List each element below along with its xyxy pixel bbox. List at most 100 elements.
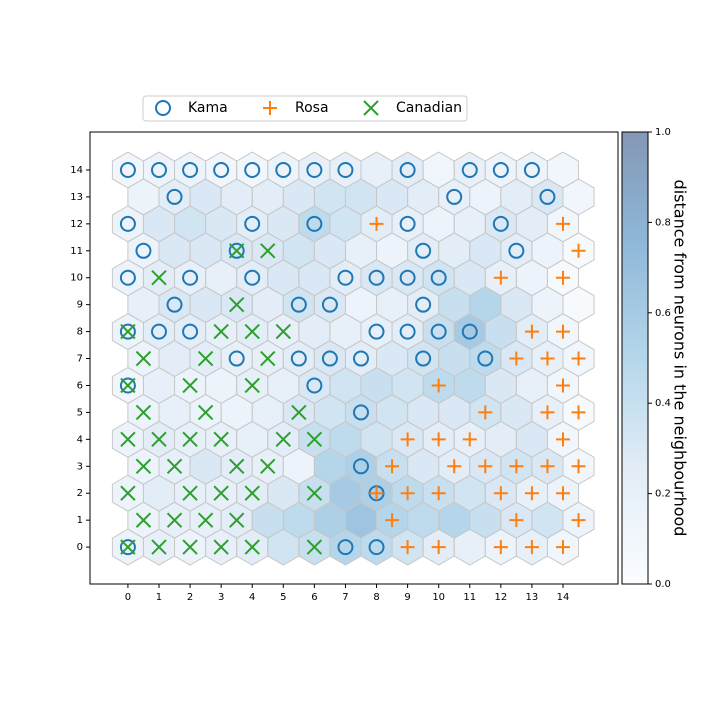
data-point (493, 270, 508, 285)
data-point (493, 540, 508, 555)
data-point (119, 377, 136, 394)
data-point (228, 458, 245, 474)
data-point (555, 378, 570, 393)
data-point (571, 243, 586, 258)
y-tick-label: 7 (77, 354, 83, 365)
colorbar (621, 131, 649, 585)
data-point (431, 486, 446, 501)
x-tick-label: 6 (311, 592, 317, 603)
data-point (119, 269, 136, 286)
x-tick-label: 8 (373, 592, 379, 603)
y-tick-label: 12 (70, 219, 83, 230)
colorbar-label: distance from neurons in the neighbourho… (671, 180, 690, 537)
data-point (260, 350, 276, 367)
y-tick-label: 1 (77, 515, 83, 526)
data-point (228, 512, 245, 528)
legend-label: Canadian (396, 100, 462, 116)
data-point (213, 323, 229, 340)
y-tick-label: 9 (77, 300, 83, 311)
data-point (399, 323, 416, 340)
data-point (509, 459, 524, 474)
x-tick-label: 12 (494, 592, 507, 603)
data-point (228, 350, 245, 367)
data-point (275, 323, 292, 340)
y-tick-label: 3 (77, 461, 83, 472)
y-tick-label: 6 (77, 380, 83, 391)
data-point (400, 486, 415, 501)
data-point (369, 216, 384, 231)
data-point (399, 269, 416, 286)
data-point (166, 458, 183, 474)
data-point (119, 539, 136, 556)
data-point (182, 269, 199, 286)
colorbar-tick-label: 0.6 (655, 308, 671, 319)
data-point (135, 242, 152, 259)
data-point (135, 350, 152, 367)
data-point (477, 350, 494, 367)
data-point (306, 161, 323, 178)
data-point (244, 377, 260, 394)
data-point (197, 404, 214, 421)
data-point (352, 404, 369, 421)
data-point (400, 540, 415, 555)
data-point (260, 243, 276, 259)
x-tick-label: 9 (404, 592, 410, 603)
data-point (430, 269, 447, 286)
data-point (539, 188, 556, 205)
data-point (571, 459, 586, 474)
data-point (244, 161, 261, 178)
x-tick-label: 11 (463, 592, 476, 603)
data-point (368, 269, 385, 286)
data-point (275, 431, 292, 448)
data-point (306, 431, 323, 448)
y-tick-label: 5 (77, 407, 83, 418)
data-point (461, 323, 478, 340)
data-point (431, 540, 446, 555)
data-point (213, 161, 230, 178)
data-point (228, 242, 245, 259)
data-point (540, 459, 555, 474)
data-point (415, 242, 432, 259)
data-point (244, 323, 260, 340)
data-point (306, 215, 323, 232)
data-point (119, 323, 136, 340)
data-point (508, 242, 525, 259)
data-point (368, 539, 385, 556)
data-point (431, 432, 446, 447)
data-point (228, 243, 245, 259)
data-point (523, 161, 540, 178)
data-point (275, 161, 292, 178)
data-point (120, 485, 136, 501)
y-tick-label: 14 (70, 165, 83, 176)
data-point (135, 512, 152, 528)
colorbar-tick-label: 1.0 (655, 127, 671, 138)
data-point (213, 539, 229, 555)
data-point (571, 405, 586, 420)
y-tick-label: 13 (70, 192, 83, 203)
data-point (509, 513, 524, 528)
data-point (244, 485, 260, 501)
data-point (524, 324, 539, 339)
data-point (182, 161, 199, 178)
data-point (119, 161, 136, 178)
data-point (524, 486, 539, 501)
data-point (492, 215, 509, 232)
data-point (291, 404, 307, 421)
data-point (321, 296, 338, 313)
data-point (197, 350, 214, 367)
legend-label: Rosa (295, 100, 329, 116)
plot-frame (89, 131, 619, 585)
data-point (306, 485, 323, 501)
data-point (182, 377, 198, 394)
data-point (150, 161, 167, 178)
data-point (555, 540, 570, 555)
data-point (197, 512, 214, 528)
data-point (447, 459, 462, 474)
x-tick-label: 1 (156, 592, 162, 603)
data-point (135, 458, 152, 474)
data-point (306, 539, 323, 555)
data-point (244, 215, 261, 232)
x-tick-label: 13 (526, 592, 539, 603)
data-point (478, 459, 493, 474)
